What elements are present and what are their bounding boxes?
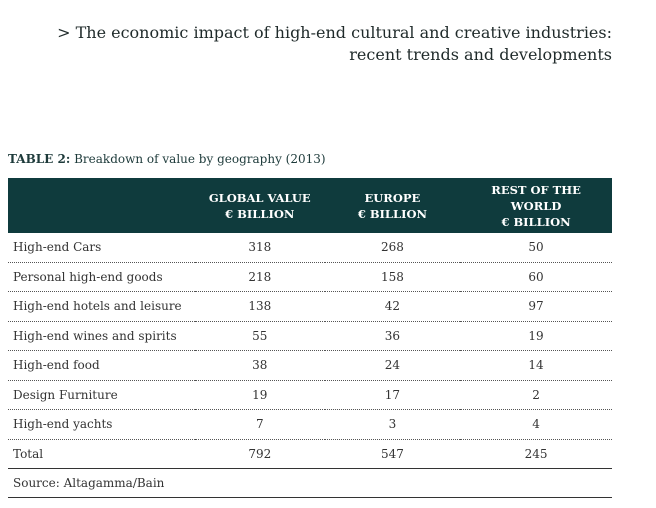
total-rest: 245 [460, 439, 612, 469]
row-label: High-end wines and spirits [8, 321, 195, 351]
table-row: Design Furniture 19 17 2 [8, 380, 612, 410]
cell-global: 318 [194, 233, 325, 263]
table-row: High-end wines and spirits 55 36 19 [8, 321, 612, 351]
cell-global: 218 [194, 262, 325, 292]
header-line-2: recent trends and developments [349, 45, 612, 64]
cell-global: 7 [194, 409, 325, 440]
cell-global: 55 [194, 321, 325, 351]
cell-europe: 3 [324, 409, 461, 440]
value-breakdown-table: GLOBAL VALUE € BILLION EUROPE € BILLION … [8, 178, 612, 498]
cell-europe: 36 [324, 321, 461, 351]
row-label: Personal high-end goods [8, 262, 195, 292]
column-header-category [8, 178, 195, 233]
document-header: > The economic impact of high-end cultur… [52, 22, 612, 66]
cell-europe: 42 [324, 291, 461, 322]
header-line-1: > The economic impact of high-end cultur… [57, 23, 612, 42]
total-europe: 547 [324, 439, 461, 469]
cell-europe: 268 [324, 233, 461, 263]
cell-europe: 24 [324, 350, 461, 381]
table-row: High-end Cars 318 268 50 [8, 233, 612, 263]
source-note: Source: Altagamma/Bain [8, 468, 612, 498]
cell-rest: 2 [460, 380, 612, 410]
table-row: High-end yachts 7 3 4 [8, 409, 612, 440]
row-label: Design Furniture [8, 380, 195, 410]
table-caption-label: TABLE 2: [8, 152, 71, 166]
row-label: High-end hotels and leisure [8, 291, 195, 322]
cell-global: 38 [194, 350, 325, 381]
column-header-rest: REST OF THE WORLD € BILLION [460, 178, 612, 233]
cell-rest: 50 [460, 233, 612, 263]
cell-global: 138 [194, 291, 325, 322]
row-label: High-end Cars [8, 233, 195, 263]
column-header-global-line2: € BILLION [225, 207, 295, 221]
cell-rest: 19 [460, 321, 612, 351]
table-header-row: GLOBAL VALUE € BILLION EUROPE € BILLION … [8, 178, 612, 233]
table-row: High-end hotels and leisure 138 42 97 [8, 291, 612, 322]
cell-europe: 17 [324, 380, 461, 410]
column-header-global: GLOBAL VALUE € BILLION [195, 178, 325, 233]
cell-rest: 97 [460, 291, 612, 322]
row-label: High-end yachts [8, 409, 195, 440]
table-body: High-end Cars 318 268 50 Personal high-e… [8, 233, 612, 498]
table-header: GLOBAL VALUE € BILLION EUROPE € BILLION … [8, 178, 612, 233]
table-row: Personal high-end goods 218 158 60 [8, 262, 612, 292]
cell-europe: 158 [324, 262, 461, 292]
total-label: Total [8, 439, 195, 469]
source-row: Source: Altagamma/Bain [8, 468, 612, 498]
cell-rest: 14 [460, 350, 612, 381]
column-header-europe-line2: € BILLION [357, 207, 427, 221]
cell-rest: 4 [460, 409, 612, 440]
table-caption-title: Breakdown of value by geography (2013) [74, 152, 326, 166]
total-global: 792 [194, 439, 325, 469]
column-header-global-line1: GLOBAL VALUE [208, 191, 311, 205]
column-header-rest-line1: REST OF THE WORLD [491, 183, 581, 213]
column-header-rest-line2: € BILLION [501, 215, 571, 229]
table-row: High-end food 38 24 14 [8, 350, 612, 381]
column-header-europe-line1: EUROPE [364, 191, 421, 205]
cell-rest: 60 [460, 262, 612, 292]
cell-global: 19 [194, 380, 325, 410]
column-header-europe: EUROPE € BILLION [325, 178, 460, 233]
total-row: Total 792 547 245 [8, 439, 612, 469]
row-label: High-end food [8, 350, 195, 381]
table-caption: TABLE 2: Breakdown of value by geography… [8, 152, 326, 166]
